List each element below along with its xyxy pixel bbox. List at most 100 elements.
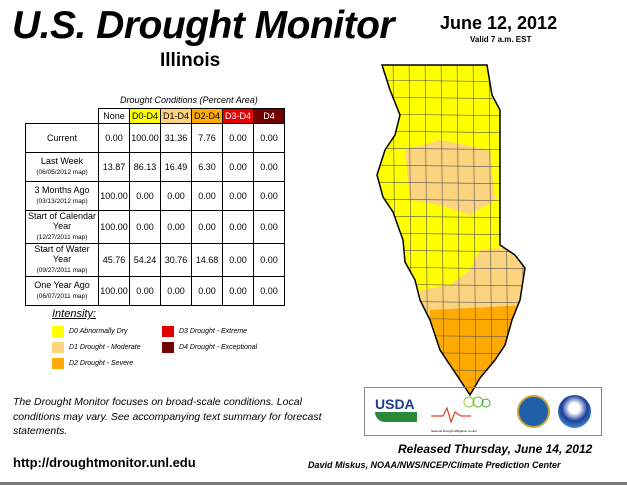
table-cell: 31.36 [160,123,192,153]
table-cell: 0.00 [191,210,223,244]
table-cell: 0.00 [253,123,285,153]
row-map-date: (09/27/2011 map) [36,267,88,274]
row-label-text: Current [46,133,77,143]
table-row: One Year Ago (06/07/2011 map) 100.00 0.00 0.… [25,276,285,306]
table-cell: 0.00 [191,181,223,211]
legend-label: D1 Drought - Moderate [69,344,141,351]
table-cell: 0.00 [253,152,285,182]
column-header-none: None [98,108,130,124]
table-cell: 0.00 [222,210,254,244]
legend-swatch [52,342,64,353]
table-cell: 0.00 [222,123,254,153]
column-header-d1-d4: D1-D4 [160,108,192,124]
table-cell: 100.00 [129,123,161,153]
map-date: June 12, 2012 [440,13,558,33]
table-cell: 0.00 [222,152,254,182]
county-line [440,65,445,395]
county-line [472,65,477,395]
county-line [392,65,397,395]
ndmc-logo-text: National Drought Mitigation Center [431,429,478,433]
valid-time: Valid 7 a.m. EST [470,35,532,44]
table-cell: 0.00 [253,181,285,211]
table-cell: 7.76 [191,123,223,153]
table-cell: 0.00 [160,276,192,306]
table-cell: 0.00 [253,276,285,306]
disclaimer-note: The Drought Monitor focuses on broad-sca… [13,396,322,437]
legend-item: D0 Abnormally Dry [52,326,127,337]
row-map-date: (12/27/2011 map) [36,234,88,241]
drought-conditions-table: None D0-D4 D1-D4 D2-D4 D3-D4 D4 Current 0.00 10… [25,108,285,306]
county-line [537,55,540,405]
blank-corner [26,109,99,124]
column-header-d3-d4: D3-D4 [222,108,254,124]
column-header-d0-d4: D0-D4 [129,108,161,124]
legend-label: D2 Drought - Severe [69,360,134,367]
county-line [488,65,493,395]
bottom-divider [0,482,627,485]
legend-item: D2 Drought - Severe [52,358,133,369]
row-label-text: Start of Calendar Year [27,211,97,231]
table-cell: 86.13 [129,152,161,182]
county-line [520,65,525,395]
table-row: Start of Water Year (09/27/2011 map) 45.76… [25,243,285,277]
legend-label: D3 Drought - Extreme [179,328,248,335]
legend-item: D3 Drought - Extreme [162,326,247,337]
commerce-seal-logo [517,395,550,428]
table-cell: 0.00 [160,181,192,211]
legend-swatch [52,326,64,337]
page-title: U.S. Drought Monitor [12,4,395,47]
table-cell: 0.00 [160,210,192,244]
d1-region-central [405,140,495,215]
legend-swatch [52,358,64,369]
noaa-logo [558,395,591,428]
row-label: Last Week (06/05/2012 map) [25,152,99,182]
table-cell: 14.68 [191,243,223,277]
usda-logo-text: USDA [375,396,415,412]
legend-item: D1 Drought - Moderate [52,342,141,353]
state-name: Illinois [160,50,221,71]
row-label: Current [25,123,99,153]
row-map-date: (06/07/2011 map) [36,293,88,300]
table-cell: 16.49 [160,152,192,182]
row-label: Start of Water Year (09/27/2011 map) [25,243,99,277]
table-row: 3 Months Ago (03/13/2012 map) 100.00 0.00 0.… [25,181,285,211]
table-cell: 6.30 [191,152,223,182]
table-cell: 45.76 [98,243,130,277]
column-header-d4: D4 [253,108,285,124]
row-label-text: One Year Ago [34,280,90,290]
table-caption: Drought Conditions (Percent Area) [120,95,258,105]
partner-logos: USDA National Drought Mitigation Center [364,387,602,436]
legend-swatch [162,326,174,337]
legend-swatch [162,342,174,353]
website-link[interactable]: http://droughtmonitor.unl.edu [13,455,196,470]
row-map-date: (03/13/2012 map) [36,198,88,205]
ndmc-logo: National Drought Mitigation Center [431,394,491,433]
table-cell: 0.00 [253,210,285,244]
column-header-d2-d4: D2-D4 [191,108,223,124]
legend-title: Intensity: [52,308,97,320]
table-cell: 0.00 [222,243,254,277]
table-cell: 0.00 [98,123,130,153]
table-row: Current 0.00 100.00 31.36 7.76 0.00 0.00 [25,123,285,153]
table-row: Start of Calendar Year (12/27/2011 map) 10… [25,210,285,244]
row-label-text: Last Week [40,156,84,166]
author-credit: David Miskus, NOAA/NWS/NCEP/Climate Pred… [308,460,561,470]
illinois-map [376,55,540,405]
row-label-text: Start of Water Year [34,244,90,264]
row-label: 3 Months Ago (03/13/2012 map) [25,181,99,211]
legend-label: D0 Abnormally Dry [69,328,128,335]
row-label: Start of Calendar Year (12/27/2011 map) [25,210,99,244]
table-row: Last Week (06/05/2012 map) 13.87 86.13 16.49… [25,152,285,182]
release-date: Released Thursday, June 14, 2012 [398,442,593,456]
table-cell: 0.00 [191,276,223,306]
legend-label: D4 Drought - Exceptional [179,344,258,351]
table-cell: 54.24 [129,243,161,277]
county-line [377,368,525,372]
legend-item: D4 Drought - Exceptional [162,342,257,353]
table-cell: 0.00 [129,276,161,306]
row-label-text: 3 Months Ago [34,185,90,195]
table-cell: 0.00 [129,181,161,211]
table-cell: 100.00 [98,276,130,306]
row-label: One Year Ago (06/07/2011 map) [25,276,99,306]
